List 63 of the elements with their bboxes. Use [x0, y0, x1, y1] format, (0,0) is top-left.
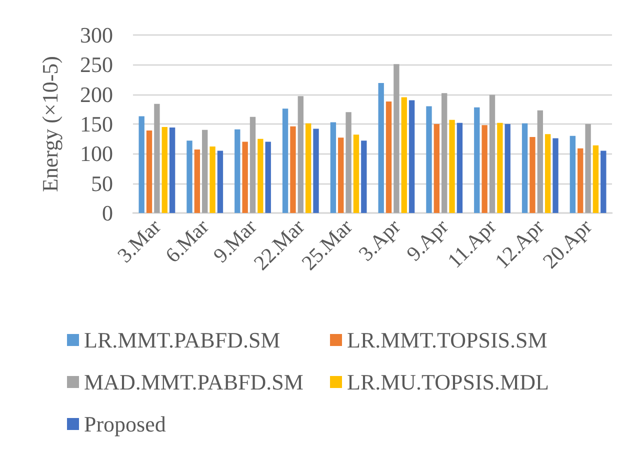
bar — [592, 145, 599, 213]
bar — [537, 110, 543, 213]
bar — [210, 146, 216, 213]
bar — [522, 123, 528, 213]
legend-label: LR.MU.TOPSIS.MDL — [347, 370, 549, 394]
bar — [530, 137, 536, 213]
bar — [234, 129, 240, 213]
legend-label: LR.MMT.TOPSIS.SM — [347, 328, 548, 352]
bar — [194, 150, 200, 213]
bar — [265, 142, 271, 213]
bar — [482, 125, 488, 213]
bar — [313, 128, 319, 213]
legend-label: Proposed — [84, 412, 166, 436]
bar — [489, 94, 496, 213]
bar — [250, 116, 256, 213]
bar — [346, 112, 352, 213]
bar — [138, 116, 144, 213]
bar — [585, 124, 591, 213]
bar — [169, 128, 176, 213]
bar — [154, 104, 160, 213]
bar — [361, 140, 367, 213]
bar — [544, 134, 551, 213]
bar — [162, 126, 168, 213]
bar — [426, 106, 432, 213]
bar — [353, 134, 360, 213]
legend-label: MAD.MMT.PABFD.SM — [84, 370, 304, 394]
y-tick-label: 100 — [80, 141, 113, 166]
bar — [330, 122, 336, 213]
bar — [497, 122, 503, 213]
bar — [474, 107, 480, 213]
bar — [242, 142, 248, 213]
bar — [298, 96, 304, 213]
bar — [338, 138, 344, 213]
bar — [258, 138, 264, 213]
y-tick-label: 0 — [102, 200, 113, 226]
bar — [456, 122, 463, 213]
y-tick-label: 300 — [80, 22, 113, 48]
legend-label: LR.MMT.PABFD.SM — [84, 328, 280, 352]
y-tick-label: 250 — [80, 52, 113, 78]
bar — [378, 83, 384, 213]
bar — [570, 136, 576, 213]
bar — [282, 108, 288, 213]
bar — [217, 150, 224, 213]
y-tick-label: 200 — [80, 82, 113, 107]
bar — [552, 138, 558, 213]
bar — [386, 101, 392, 213]
bar — [394, 64, 400, 213]
bar — [434, 124, 440, 213]
y-tick-label: 50 — [91, 170, 113, 196]
bar — [578, 148, 584, 213]
bar — [504, 124, 510, 213]
y-axis-title: Energy (×10-5) — [38, 56, 62, 192]
bar — [442, 93, 448, 213]
bar — [305, 123, 312, 213]
bar — [449, 120, 455, 213]
bar — [186, 140, 192, 213]
y-tick-label: 150 — [80, 112, 113, 136]
bar — [290, 126, 296, 213]
bar — [202, 130, 208, 213]
bar — [600, 150, 606, 213]
bar — [408, 100, 415, 213]
bar — [146, 130, 152, 213]
bar — [401, 97, 407, 213]
